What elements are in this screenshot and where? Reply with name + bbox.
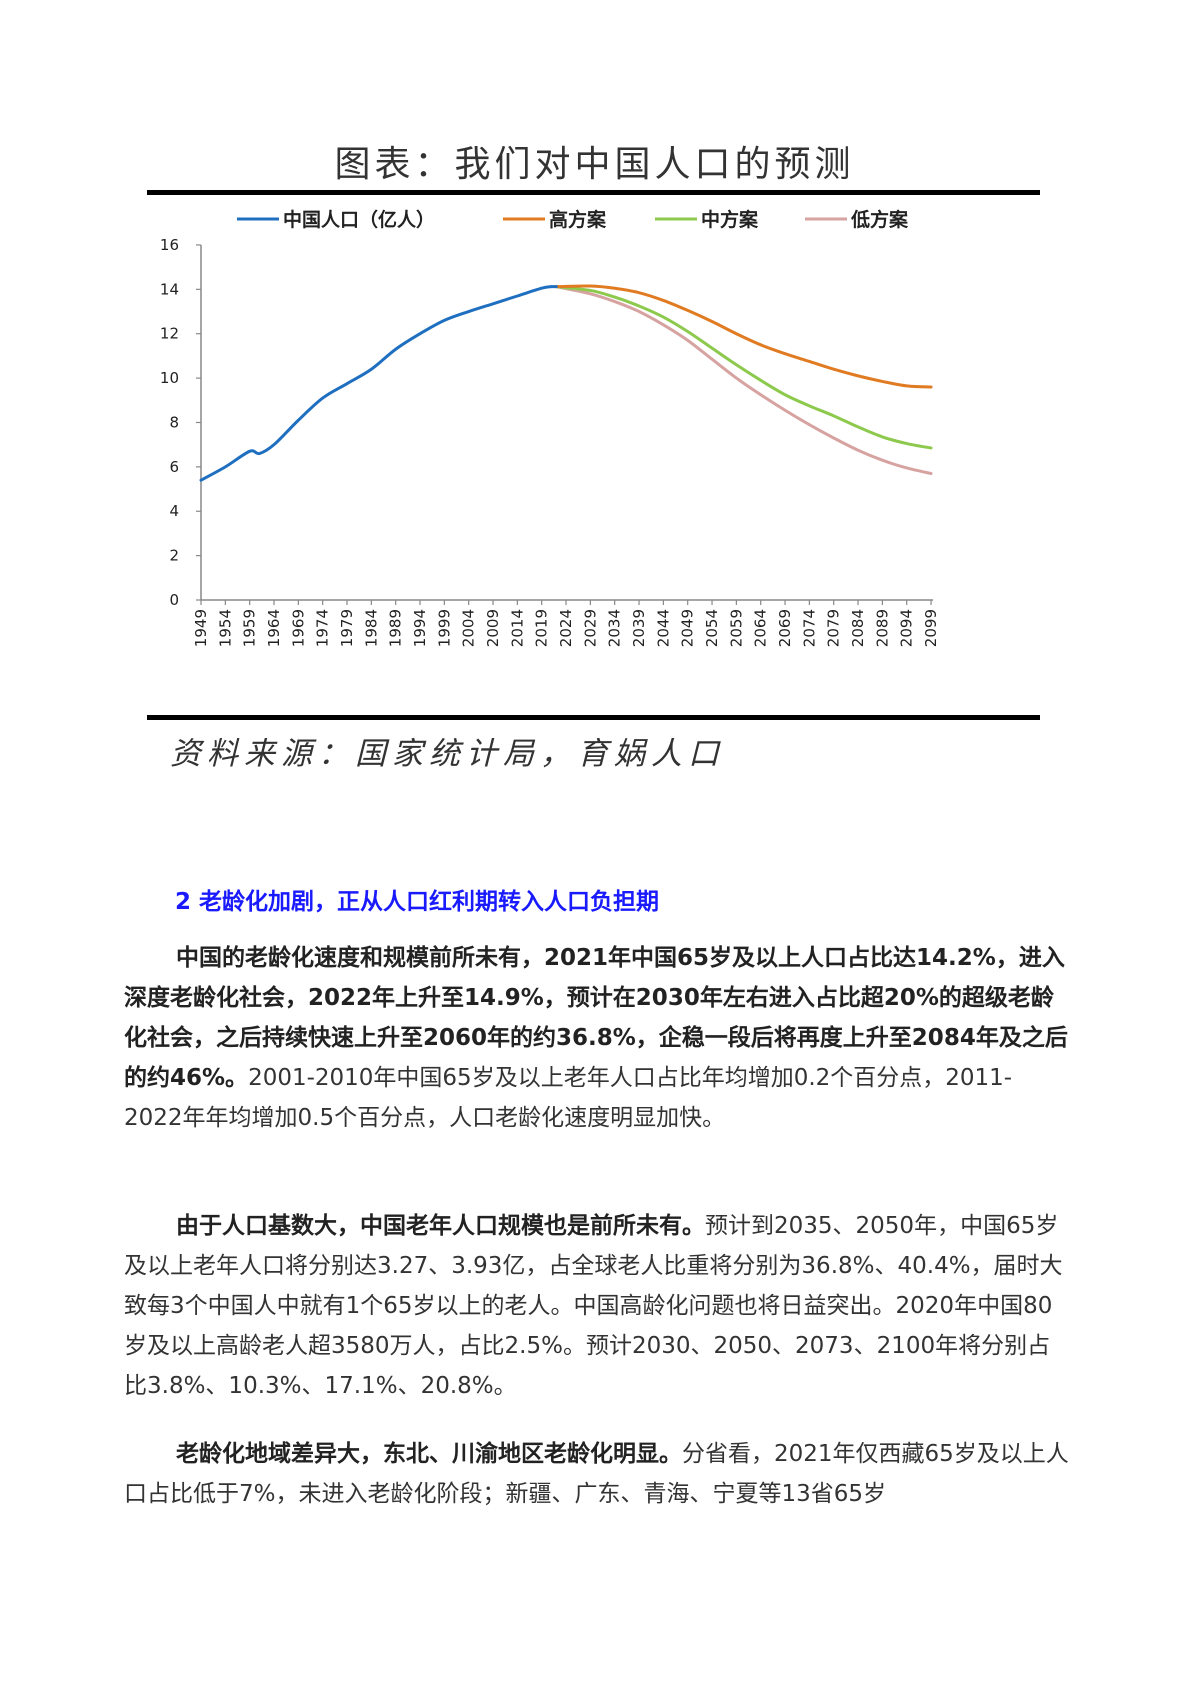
y-tick-label: 16 xyxy=(160,236,179,254)
y-tick-label: 12 xyxy=(160,325,179,343)
x-tick-label: 1974 xyxy=(314,609,332,647)
x-tick-label: 2034 xyxy=(606,609,624,647)
x-tick-label: 2084 xyxy=(849,609,867,647)
legend-item: 中方案 xyxy=(655,208,759,231)
chart-axes: 0 2 4 6 8 10 12 14 16 1949 1954 1959 1964 1969 1974 197… xyxy=(160,236,940,647)
legend-item: 高方案 xyxy=(503,208,607,231)
x-tick-label: 2094 xyxy=(898,609,916,647)
paragraph-regional-difference: 老龄化地域差异大，东北、川渝地区老龄化明显。分省看，2021年仅西藏65岁及以上… xyxy=(124,1434,1069,1514)
y-tick-label: 4 xyxy=(169,502,179,520)
paragraph-bold-lead: 中国的老龄化速度和规模前所未有，2021年中国65岁及以上人口占比达14.2%，… xyxy=(124,945,1068,1091)
paragraph-elderly-scale: 由于人口基数大，中国老年人口规模也是前所未有。预计到2035、2050年，中国6… xyxy=(124,1206,1069,1406)
paragraph-body: 2001-2010年中国65岁及以上老年人口占比年均增加0.2个百分点，2011… xyxy=(124,1065,1013,1131)
figure-source: 资料来源：国家统计局，育娲人口 xyxy=(170,736,725,772)
figure-top-rule xyxy=(147,190,1040,195)
legend-label: 高方案 xyxy=(549,208,607,231)
section-heading: 2 老龄化加剧，正从人口红利期转入人口负担期 xyxy=(175,889,660,915)
x-tick-label: 1984 xyxy=(362,609,380,647)
x-tick-label: 2044 xyxy=(654,609,672,647)
x-tick-label: 1979 xyxy=(338,609,356,647)
x-tick-label: 2054 xyxy=(703,609,721,647)
x-tick-label: 2074 xyxy=(800,609,818,647)
y-tick-label: 0 xyxy=(169,591,179,609)
x-tick-label: 1989 xyxy=(387,609,405,647)
x-tick-label: 2079 xyxy=(825,609,843,647)
y-tick-label: 2 xyxy=(169,547,179,565)
x-tick-label: 1994 xyxy=(411,609,429,647)
x-tick-label: 1949 xyxy=(192,609,210,647)
legend-label: 中国人口（亿人） xyxy=(283,208,435,231)
x-tick-label: 1964 xyxy=(265,609,283,647)
y-tick-label: 6 xyxy=(169,458,179,476)
x-tick-label: 2014 xyxy=(508,609,526,647)
paragraph-aging-speed: 中国的老龄化速度和规模前所未有，2021年中国65岁及以上人口占比达14.2%，… xyxy=(124,938,1069,1138)
paragraph-bold-lead: 由于人口基数大，中国老年人口规模也是前所未有。 xyxy=(176,1213,705,1239)
x-tick-label: 2024 xyxy=(557,609,575,647)
x-tick-label: 1999 xyxy=(435,609,453,647)
x-tick-label: 2019 xyxy=(533,609,551,647)
x-tick-label: 2004 xyxy=(460,609,478,647)
x-tick-label: 2029 xyxy=(581,609,599,647)
paragraph-bold-lead: 老龄化地域差异大，东北、川渝地区老龄化明显。 xyxy=(176,1441,682,1467)
x-tick-label: 2049 xyxy=(679,609,697,647)
figure-bottom-rule xyxy=(147,715,1040,720)
x-tick-label: 2039 xyxy=(630,609,648,647)
series-line xyxy=(554,285,933,450)
paragraph-body: 预计到2035、2050年，中国65岁及以上老年人口将分别达3.27、3.93亿… xyxy=(124,1213,1063,1399)
y-tick-label: 14 xyxy=(160,280,179,298)
x-tick-label: 2009 xyxy=(484,609,502,647)
chart-legend: 中国人口（亿人） 高方案 中方案 低方案 xyxy=(237,208,909,231)
chart-lines xyxy=(199,284,933,482)
x-tick-label: 2089 xyxy=(873,609,891,647)
figure-title: 图表：我们对中国人口的预测 xyxy=(334,144,855,185)
series-line xyxy=(554,285,933,476)
x-tick-label: 2059 xyxy=(727,609,745,647)
legend-item: 中国人口（亿人） xyxy=(237,208,435,231)
x-tick-label: 2099 xyxy=(922,609,940,647)
population-forecast-chart: 中国人口（亿人） 高方案 中方案 低方案 0 2 4 6 8 10 12 14 16 1949 1954 1… xyxy=(160,208,940,647)
series-line xyxy=(554,284,933,389)
legend-label: 低方案 xyxy=(850,208,909,231)
series-line xyxy=(199,285,558,482)
y-tick-label: 8 xyxy=(169,413,179,431)
paragraph-body: 分省看，2021年仅西藏65岁及以上人口占比低于7%，未进入老龄化阶段；新疆、广… xyxy=(124,1441,1069,1507)
legend-item: 低方案 xyxy=(805,208,909,231)
x-tick-label: 2069 xyxy=(776,609,794,647)
x-tick-label: 1954 xyxy=(216,609,234,647)
legend-label: 中方案 xyxy=(701,208,759,231)
x-tick-label: 1959 xyxy=(241,609,259,647)
x-tick-label: 2064 xyxy=(752,609,770,647)
x-tick-label: 1969 xyxy=(289,609,307,647)
y-tick-label: 10 xyxy=(160,369,179,387)
